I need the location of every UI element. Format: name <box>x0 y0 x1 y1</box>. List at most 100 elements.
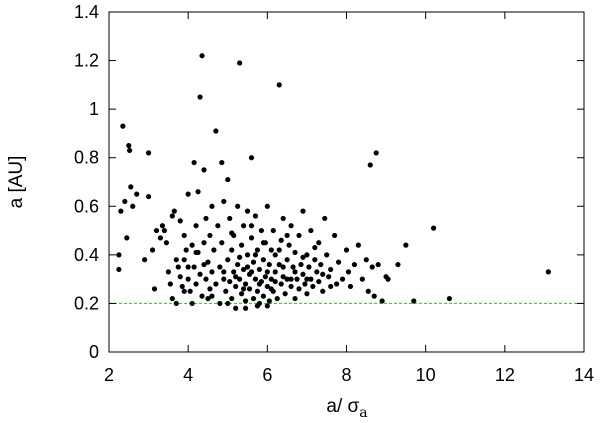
data-point <box>229 230 235 236</box>
data-point <box>199 53 205 59</box>
data-point <box>217 300 223 307</box>
data-point <box>274 295 280 302</box>
data-point <box>205 259 211 265</box>
data-point <box>173 300 179 307</box>
data-point <box>122 198 128 205</box>
data-point <box>367 162 373 168</box>
data-point <box>292 295 298 302</box>
data-point <box>294 276 300 282</box>
data-point <box>320 271 326 277</box>
data-point <box>207 286 213 292</box>
data-point <box>203 215 209 222</box>
y-tick-label: 0.2 <box>74 293 99 313</box>
data-point <box>300 208 306 214</box>
data-point <box>207 232 213 239</box>
data-point <box>304 252 310 258</box>
data-point <box>284 257 290 263</box>
x-axis-title: a/ σa <box>326 396 367 421</box>
data-point <box>334 281 340 287</box>
data-point <box>326 274 332 280</box>
data-point <box>312 244 318 251</box>
data-point <box>248 235 255 241</box>
x-tick-label: 14 <box>574 365 594 385</box>
data-point <box>365 288 371 294</box>
data-point <box>369 264 375 270</box>
data-point <box>355 242 361 248</box>
data-point <box>215 223 221 229</box>
x-tick-label: 2 <box>104 365 114 385</box>
data-point <box>149 247 156 253</box>
data-point <box>163 240 169 246</box>
tick-labels-layer: 2 4 6 8 10 12 14 0 0.2 0.4 0.6 0.8 1 1.2 1.4 <box>74 2 594 385</box>
data-point <box>272 269 278 275</box>
data-point <box>252 252 259 258</box>
data-point <box>229 295 235 302</box>
data-point <box>233 283 239 290</box>
data-point <box>339 276 346 282</box>
data-point <box>134 191 140 197</box>
data-point <box>322 215 328 222</box>
data-point <box>268 286 274 292</box>
data-point <box>324 252 330 258</box>
data-point <box>359 276 365 282</box>
data-point <box>292 269 298 275</box>
data-point <box>185 276 191 282</box>
data-point <box>290 264 296 270</box>
data-point <box>201 240 207 246</box>
data-point <box>258 227 264 234</box>
data-point <box>181 288 187 294</box>
data-point <box>276 82 282 88</box>
data-point <box>282 291 288 297</box>
data-point <box>248 223 255 229</box>
data-point <box>225 176 231 183</box>
data-point <box>181 257 187 263</box>
data-point <box>246 286 253 292</box>
plot-area <box>108 11 585 353</box>
data-point <box>235 203 241 209</box>
data-point <box>171 208 177 214</box>
data-point <box>183 247 189 253</box>
data-point <box>300 271 306 277</box>
data-point <box>260 257 266 263</box>
data-point <box>244 208 251 214</box>
data-point <box>240 286 247 292</box>
data-point <box>314 269 320 275</box>
data-point <box>221 198 227 205</box>
data-point <box>209 293 215 299</box>
data-point <box>153 227 160 234</box>
x-tick-label: 10 <box>416 365 436 385</box>
data-point <box>126 142 132 149</box>
data-point <box>268 247 274 253</box>
data-point <box>304 291 310 297</box>
data-point <box>223 288 229 294</box>
data-point <box>237 254 243 260</box>
data-point <box>181 232 187 239</box>
data-point <box>233 305 239 311</box>
data-point <box>209 269 215 275</box>
data-point <box>169 295 175 302</box>
data-point <box>262 274 268 280</box>
data-point <box>209 203 215 209</box>
data-point <box>205 295 211 302</box>
data-point <box>302 281 308 287</box>
data-point <box>237 60 243 66</box>
data-point <box>308 276 314 282</box>
data-point <box>165 269 171 275</box>
data-point <box>270 227 276 234</box>
data-point <box>256 266 263 273</box>
data-point <box>310 283 316 290</box>
data-point <box>345 269 352 275</box>
y-tick-label: 0.6 <box>74 196 99 216</box>
data-point <box>120 123 126 129</box>
data-point <box>304 276 310 282</box>
data-point <box>221 276 227 282</box>
data-point <box>197 271 203 277</box>
data-point <box>371 293 377 299</box>
data-point <box>266 298 272 304</box>
data-point <box>159 223 166 229</box>
data-point <box>177 218 183 224</box>
data-point <box>264 283 270 290</box>
data-point <box>250 259 257 265</box>
data-point <box>130 203 136 209</box>
data-point <box>266 261 272 268</box>
